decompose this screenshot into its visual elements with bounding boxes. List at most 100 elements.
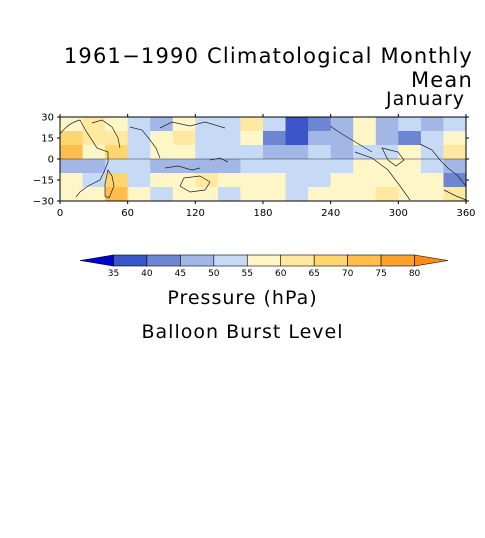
heatmap-cell <box>240 117 264 132</box>
heatmap-cell <box>375 159 399 174</box>
heatmap-cell <box>308 187 332 202</box>
heatmap-cell <box>217 173 241 188</box>
heatmap-cell <box>443 187 467 202</box>
colorbar-tick-label: 65 <box>308 269 319 279</box>
colorbar-segment <box>113 254 148 267</box>
axes: 0 60 120 180 240 300 360 30 15 0 −15 −30 <box>33 113 476 220</box>
heatmap-cell <box>330 117 354 132</box>
heatmap-cell <box>330 187 354 202</box>
heatmap-cell <box>217 159 241 174</box>
heatmap-cell <box>172 131 196 146</box>
heatmap-cell <box>398 131 422 146</box>
heatmap-cell <box>443 117 467 132</box>
x-tick-label: 360 <box>456 208 475 219</box>
heatmap-cell <box>82 145 106 160</box>
heatmap-cell <box>105 145 129 160</box>
heatmap-cell <box>240 173 264 188</box>
heatmap-cell <box>82 173 106 188</box>
heatmap-cell <box>172 145 196 160</box>
heatmap-cell <box>195 145 219 160</box>
heatmap-cell <box>308 145 332 160</box>
colorbar-segment <box>79 254 114 267</box>
heatmap-cell <box>240 145 264 160</box>
heatmap-cell <box>217 187 241 202</box>
colorbar-tick-label: 60 <box>275 269 287 279</box>
heatmap-cell <box>60 145 83 160</box>
x-tick-label: 60 <box>121 208 134 219</box>
colorbar-segment <box>280 254 315 267</box>
heatmap-cell <box>217 145 241 160</box>
heatmap-cell <box>172 117 196 132</box>
heatmap-cell <box>375 117 399 132</box>
y-tick-label: 0 <box>48 155 54 166</box>
chart-title: 1961−1990 Climatological Monthly Mean <box>63 44 473 92</box>
x-tick-label: 300 <box>389 208 408 219</box>
heatmap-cell <box>240 131 264 146</box>
heatmap-cell <box>398 173 422 188</box>
heatmap-cell <box>330 131 354 146</box>
heatmap-cell <box>127 131 151 146</box>
heatmap-cell <box>60 173 83 188</box>
heatmap-cell <box>308 159 332 174</box>
colorbar-tick-label: 40 <box>141 269 153 279</box>
heatmap-cell <box>285 187 309 202</box>
x-tick-label: 120 <box>186 208 205 219</box>
heatmap-cell <box>127 159 151 174</box>
heatmap-cell <box>127 187 151 202</box>
heatmap-cell <box>285 159 309 174</box>
y-tick-label: 15 <box>41 134 54 145</box>
heatmap-cell <box>443 173 467 188</box>
heatmap-cell <box>285 173 309 188</box>
heatmap-cell <box>150 131 174 146</box>
coastlines <box>59 119 467 201</box>
heatmap-cell <box>240 159 264 174</box>
colorbar-tick-label: 70 <box>342 269 354 279</box>
heatmap-cell <box>150 187 174 202</box>
heatmap-cell <box>420 187 444 202</box>
colorbar-segment <box>146 254 181 267</box>
heatmap-cell <box>420 173 444 188</box>
heatmap-cell <box>398 159 422 174</box>
y-tick-label: −15 <box>33 176 54 187</box>
heatmap-cell <box>127 173 151 188</box>
heatmap-cell <box>60 187 83 202</box>
heatmap-cell <box>420 159 444 174</box>
heatmap-cell <box>375 131 399 146</box>
heatmap-cell <box>330 173 354 188</box>
heatmap-cell <box>398 187 422 202</box>
colorbar-segment <box>313 254 348 267</box>
heatmap-cell <box>150 159 174 174</box>
heatmap-cell <box>105 117 129 132</box>
heatmap-cell <box>82 117 106 132</box>
heatmap-cell <box>330 145 354 160</box>
heatmap-cell <box>353 173 377 188</box>
colorbar-label: Pressure (hPa) <box>167 287 318 309</box>
heatmap-cell <box>172 187 196 202</box>
heatmap-cell <box>330 159 354 174</box>
colorbar-tick-label: 75 <box>375 269 386 279</box>
heatmap-cell <box>353 145 377 160</box>
chart: 35 40 45 50 55 60 65 70 75 80 0 60 120 180 240 300 3603… <box>33 113 476 280</box>
x-tick-label: 180 <box>253 208 272 219</box>
x-tick-label: 0 <box>57 208 63 219</box>
heatmap-cell <box>82 187 106 202</box>
heatmap-cell <box>398 145 422 160</box>
heatmap-cell <box>195 159 219 174</box>
colorbar-segment <box>180 254 215 267</box>
colorbar: 35 40 45 50 55 60 65 70 75 80 <box>79 254 449 279</box>
heatmap-cell <box>105 131 129 146</box>
heatmap-cell <box>172 173 196 188</box>
heatmap-cell <box>308 131 332 146</box>
heatmap-cell <box>285 117 309 132</box>
heatmap-cell <box>398 117 422 132</box>
heatmap-cell <box>150 117 174 132</box>
heatmap-cell <box>285 131 309 146</box>
heatmap-cell <box>150 173 174 188</box>
heatmap-cell <box>375 187 399 202</box>
heatmap-cell <box>263 117 286 132</box>
colorbar-tick-label: 35 <box>108 269 119 279</box>
heatmap-cell <box>60 131 83 146</box>
heatmap-cell <box>285 145 309 160</box>
chart-subtitle: Balloon Burst Level <box>141 321 344 343</box>
heatmap-cell <box>353 187 377 202</box>
